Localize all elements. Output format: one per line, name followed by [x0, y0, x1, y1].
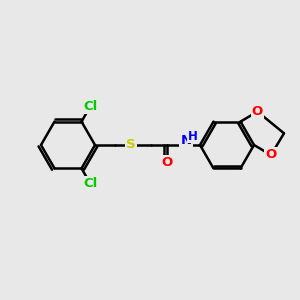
Text: N: N: [180, 134, 192, 146]
Text: O: O: [252, 105, 263, 118]
Text: S: S: [126, 139, 136, 152]
Text: O: O: [161, 157, 172, 169]
Text: Cl: Cl: [83, 178, 98, 190]
Text: O: O: [266, 148, 277, 161]
Text: H: H: [188, 130, 198, 142]
Text: Cl: Cl: [83, 100, 98, 112]
